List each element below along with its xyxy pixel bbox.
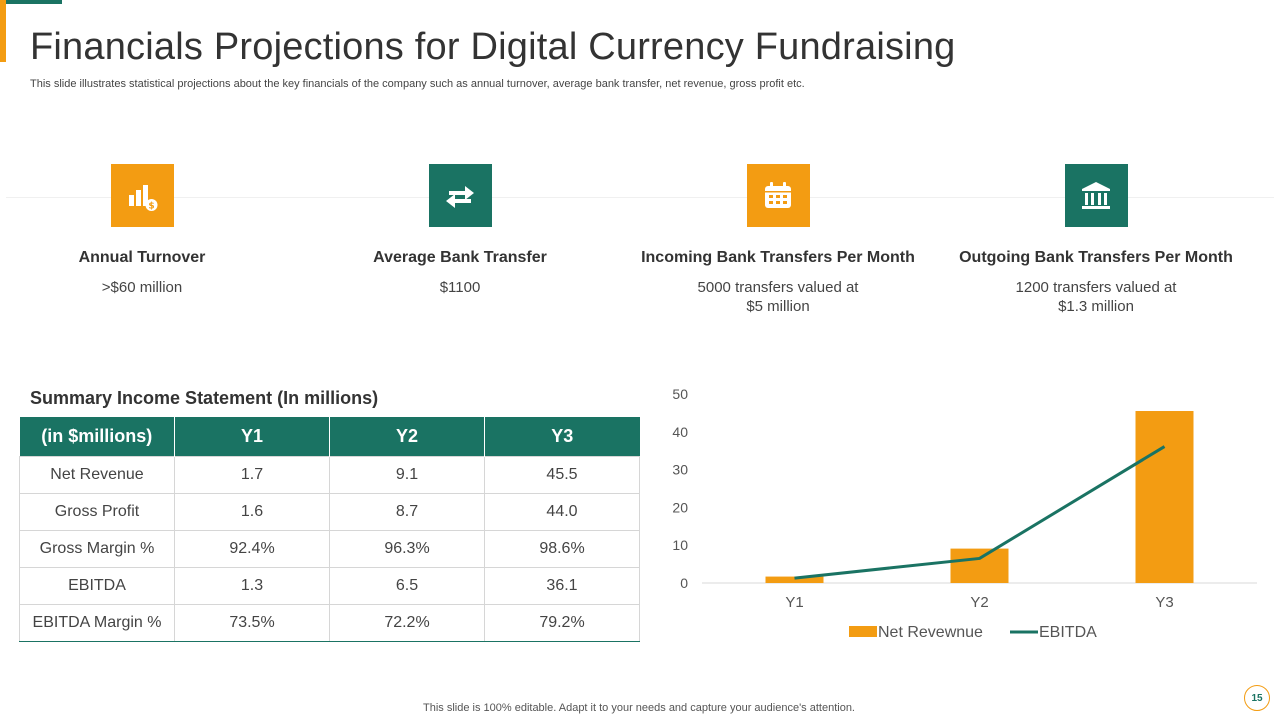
y-tick-label: 0	[680, 575, 688, 591]
y-tick-label: 10	[672, 537, 688, 553]
kpi-label: Incoming Bank Transfers Per Month	[641, 249, 915, 266]
legend-swatch-net-revenue	[849, 626, 877, 637]
ebitda-line	[794, 445, 1166, 580]
table-cell: Net Revenue	[19, 455, 175, 494]
kpi-value: $1100	[310, 278, 610, 297]
kpi-incoming-transfers: Incoming Bank Transfers Per Month 5000 t…	[628, 164, 928, 316]
kpi-label: Average Bank Transfer	[373, 249, 547, 266]
income-statement-table: (in $millions) Y1 Y2 Y3 Net Revenue 1.7 …	[19, 417, 640, 642]
accent-bar-left	[0, 0, 6, 62]
table-cell: 73.5%	[174, 603, 330, 642]
table-row: Net Revenue 1.7 9.1 45.5	[19, 455, 640, 494]
table-row: EBITDA 1.3 6.5 36.1	[19, 566, 640, 605]
calendar-icon	[746, 164, 810, 227]
table-cell: 1.3	[174, 566, 330, 605]
table-cell: 98.6%	[484, 529, 640, 568]
table-cell: EBITDA Margin %	[19, 603, 175, 642]
page-title: Financials Projections for Digital Curre…	[30, 26, 956, 68]
table-row: Gross Margin % 92.4% 96.3% 98.6%	[19, 529, 640, 568]
kpi-annual-turnover: $ Annual Turnover >$60 million	[0, 164, 292, 297]
y-tick-label: 50	[672, 386, 688, 402]
accent-bar-top	[6, 0, 62, 4]
x-tick-label: Y3	[1155, 594, 1173, 611]
kpi-value: >$60 million	[0, 278, 292, 297]
table-cell: 44.0	[484, 492, 640, 531]
table-cell: 92.4%	[174, 529, 330, 568]
kpi-value-line: 1200 transfers valued at	[1015, 279, 1177, 296]
table-cell: Gross Profit	[19, 492, 175, 531]
divider-line	[6, 197, 1274, 198]
table-header-cell: Y2	[329, 417, 485, 456]
table-cell: 45.5	[484, 455, 640, 494]
revenue-ebitda-chart: 0 10 20 30 40 50 Y1 Y2 Y3 Net Revewnue EBITDA	[660, 380, 1270, 650]
transfer-arrows-icon	[428, 164, 492, 227]
table-header-cell: Y3	[484, 417, 640, 456]
page-number: 15	[1244, 685, 1270, 711]
footer-note: This slide is 100% editable. Adapt it to…	[423, 702, 855, 714]
table-cell: 9.1	[329, 455, 485, 494]
table-header-cell: Y1	[174, 417, 330, 456]
kpi-value: 5000 transfers valued at $5 million	[628, 278, 928, 316]
table-cell: Gross Margin %	[19, 529, 175, 568]
kpi-value-line: >$60 million	[101, 279, 183, 296]
y-tick-label: 30	[672, 462, 688, 478]
table-cell: 6.5	[329, 566, 485, 605]
table-cell: 36.1	[484, 566, 640, 605]
table-cell: 1.6	[174, 492, 330, 531]
kpi-outgoing-transfers: Outgoing Bank Transfers Per Month 1200 t…	[946, 164, 1246, 316]
table-cell: 72.2%	[329, 603, 485, 642]
table-cell: 79.2%	[484, 603, 640, 642]
table-cell: 1.7	[174, 455, 330, 494]
x-tick-label: Y1	[785, 594, 803, 611]
table-cell: 8.7	[329, 492, 485, 531]
table-row: EBITDA Margin % 73.5% 72.2% 79.2%	[19, 603, 640, 642]
kpi-label: Outgoing Bank Transfers Per Month	[959, 249, 1233, 266]
kpi-value-line: $5 million	[746, 298, 810, 315]
legend-label-ebitda: EBITDA	[1039, 624, 1097, 641]
y-tick-label: 20	[672, 499, 688, 515]
bar-chart-dollar-icon: $	[110, 164, 174, 227]
kpi-label: Annual Turnover	[78, 249, 206, 266]
table-header-row: (in $millions) Y1 Y2 Y3	[19, 417, 640, 456]
bar	[1135, 411, 1194, 583]
kpi-value-line: 5000 transfers valued at	[697, 279, 859, 296]
bar	[950, 548, 1009, 583]
table-header-cell: (in $millions)	[19, 417, 175, 456]
y-tick-label: 40	[672, 424, 688, 440]
kpi-value: 1200 transfers valued at $1.3 million	[946, 278, 1246, 316]
table-cell: EBITDA	[19, 566, 175, 605]
bar	[765, 576, 824, 583]
x-tick-label: Y2	[970, 594, 988, 611]
page-subtitle: This slide illustrates statistical proje…	[30, 78, 805, 90]
table-title: Summary Income Statement (In millions)	[30, 388, 379, 408]
chart-svg: 0 10 20 30 40 50 Y1 Y2 Y3 Net Revewnue EBITDA	[672, 386, 1257, 641]
bank-building-icon	[1064, 164, 1128, 227]
table-cell: 96.3%	[329, 529, 485, 568]
kpi-average-bank-transfer: Average Bank Transfer $1100	[310, 164, 610, 297]
kpi-value-line: $1.3 million	[1058, 298, 1134, 315]
svg-text:$: $	[148, 201, 154, 211]
kpi-value-line: $1100	[439, 279, 481, 296]
legend-label-net-revenue: Net Revewnue	[878, 624, 983, 641]
table-row: Gross Profit 1.6 8.7 44.0	[19, 492, 640, 531]
